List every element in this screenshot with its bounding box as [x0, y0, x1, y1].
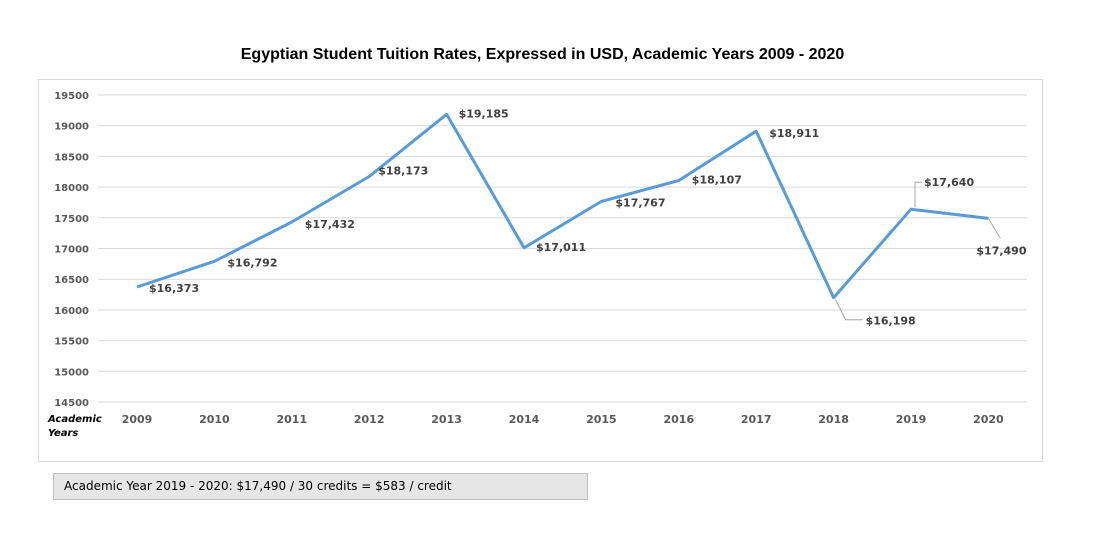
data-label-2012: $18,173	[378, 164, 428, 177]
leader-line-2018	[835, 299, 863, 321]
leader-line-2020	[987, 218, 1001, 239]
data-label-2014: $17,011	[536, 241, 586, 254]
y-tick-17500: 17500	[54, 214, 89, 225]
x-axis-ticks: 2009 2010 2011 2012 2013 2014 2015 2016 2017 2018…	[122, 413, 1004, 426]
x-tick-2014: 2014	[509, 413, 540, 426]
tuition-note: Academic Year 2019 - 2020: $17,490 / 30 …	[53, 473, 588, 500]
data-label-2016: $18,107	[692, 174, 742, 187]
data-label-2018: $16,198	[866, 315, 916, 328]
x-tick-2009: 2009	[122, 413, 153, 426]
y-axis-ticks: 19500 19000 18500 18000 17500 17000 16500 16000…	[54, 91, 89, 409]
chart-area	[38, 79, 1043, 462]
data-label-2010: $16,792	[227, 256, 277, 269]
data-label-2015: $17,767	[615, 196, 665, 209]
chart-title: Egyptian Student Tuition Rates, Expresse…	[240, 46, 845, 63]
data-labels: $16,373 $16,792 $17,432 $18,173 $19,185 $17,0…	[149, 107, 1027, 327]
y-tick-16500: 16500	[54, 275, 89, 286]
x-tick-2013: 2013	[431, 413, 462, 426]
y-tick-19500: 19500	[54, 91, 89, 102]
leader-line-2019	[914, 181, 922, 208]
gridlines	[98, 94, 1027, 403]
series-line-tuition	[136, 112, 989, 300]
label-leader-lines	[835, 181, 1001, 321]
x-axis-label-line1: Academic	[47, 414, 102, 425]
y-tick-15000: 15000	[54, 367, 89, 378]
x-tick-2016: 2016	[663, 413, 694, 426]
x-tick-2018: 2018	[818, 413, 849, 426]
data-label-2019: $17,640	[924, 176, 974, 189]
y-tick-19000: 19000	[54, 122, 89, 133]
y-tick-16000: 16000	[54, 306, 89, 317]
x-tick-2020: 2020	[973, 413, 1004, 426]
data-label-2013: $19,185	[459, 107, 509, 120]
x-tick-2012: 2012	[354, 413, 385, 426]
data-label-2017: $18,911	[769, 127, 819, 140]
x-tick-2011: 2011	[276, 413, 307, 426]
x-tick-2015: 2015	[586, 413, 617, 426]
y-tick-14500: 14500	[54, 398, 89, 409]
y-tick-17000: 17000	[54, 245, 89, 256]
x-tick-2017: 2017	[741, 413, 772, 426]
y-tick-18500: 18500	[54, 152, 89, 163]
data-label-2020: $17,490	[976, 244, 1026, 257]
x-tick-2019: 2019	[896, 413, 927, 426]
x-tick-2010: 2010	[199, 413, 230, 426]
data-label-2009: $16,373	[149, 282, 199, 295]
x-axis-label-line2: Years	[48, 428, 78, 439]
y-tick-15500: 15500	[54, 337, 89, 348]
data-label-2011: $17,432	[305, 218, 355, 231]
y-tick-18000: 18000	[54, 183, 89, 194]
